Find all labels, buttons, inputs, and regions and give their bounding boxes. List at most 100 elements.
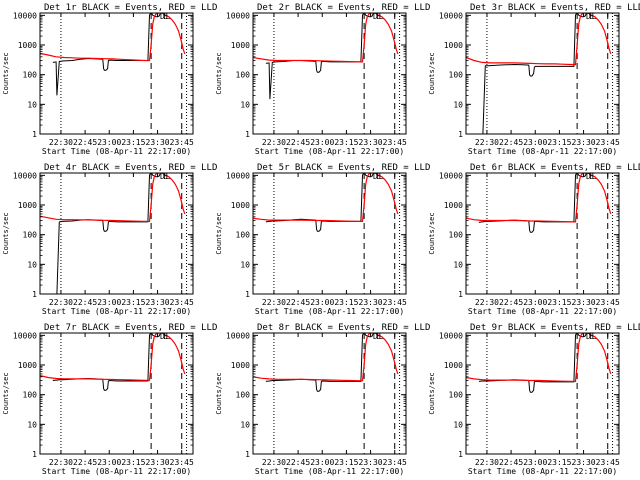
y-tick-label: 1 bbox=[245, 450, 250, 459]
x-tick-label: 23:30 bbox=[572, 298, 596, 307]
annotation-l: L bbox=[592, 332, 597, 341]
series-lld-line bbox=[466, 13, 612, 66]
plot-frame bbox=[465, 332, 620, 455]
series-lld-line bbox=[253, 333, 399, 382]
x-tick-label: 23:15 bbox=[547, 298, 571, 307]
x-tick-label: 22:45 bbox=[286, 138, 310, 147]
y-tick-label: 1000 bbox=[18, 41, 37, 50]
x-tick-label: 23:30 bbox=[146, 298, 170, 307]
annotation-d: D bbox=[586, 332, 591, 341]
x-tick-label: 23:45 bbox=[596, 138, 620, 147]
x-tick-label: 22:45 bbox=[73, 298, 97, 307]
y-tick-label: 1000 bbox=[231, 201, 250, 210]
x-tick-label: 22:30 bbox=[49, 138, 73, 147]
x-tick-label: 23:45 bbox=[170, 458, 194, 467]
x-tick-label: 23:00 bbox=[97, 458, 121, 467]
annotation-d: D bbox=[160, 172, 165, 181]
y-tick-label: 100 bbox=[449, 391, 464, 400]
y-tick-label: 1 bbox=[32, 450, 37, 459]
annotation-l: L bbox=[166, 332, 171, 341]
y-tick-label: 10 bbox=[453, 260, 463, 269]
x-tick-label: 23:45 bbox=[596, 298, 620, 307]
x-tick-label: 23:30 bbox=[359, 138, 383, 147]
series-events-line bbox=[265, 173, 374, 232]
annotation-d: D bbox=[160, 332, 165, 341]
y-tick-label: 10 bbox=[27, 420, 37, 429]
x-tick-label: 22:30 bbox=[49, 298, 73, 307]
x-tick-label: 23:00 bbox=[310, 458, 334, 467]
series-events-line bbox=[478, 333, 587, 393]
series-lld-line bbox=[40, 333, 186, 381]
annotation-d: D bbox=[373, 12, 378, 21]
x-tick-label: 23:45 bbox=[170, 138, 194, 147]
annotation-e: E bbox=[163, 172, 168, 181]
x-tick-label: 22:45 bbox=[73, 458, 97, 467]
y-tick-label: 1000 bbox=[444, 201, 463, 210]
y-tick-label: 1000 bbox=[444, 41, 463, 50]
series-lld-line bbox=[253, 173, 399, 222]
y-tick-label: 10 bbox=[453, 420, 463, 429]
plot-frame bbox=[252, 172, 407, 295]
plot-frame bbox=[465, 172, 620, 295]
x-tick-label: 23:30 bbox=[359, 298, 383, 307]
x-axis-label: Start Time (08-Apr-11 22:17:00) bbox=[468, 467, 617, 476]
y-tick-label: 10 bbox=[27, 260, 37, 269]
series-lld-line bbox=[40, 173, 186, 222]
x-axis-label: Start Time (08-Apr-11 22:17:00) bbox=[255, 147, 404, 156]
y-tick-label: 10000 bbox=[226, 331, 250, 340]
x-axis-label: Start Time (08-Apr-11 22:17:00) bbox=[42, 307, 191, 316]
x-tick-label: 23:15 bbox=[547, 138, 571, 147]
plot-frame bbox=[39, 332, 194, 455]
panel-title: Det 3r BLACK = Events, RED = LLD bbox=[470, 3, 640, 13]
y-axis-label: Counts/sec bbox=[428, 212, 436, 254]
y-tick-label: 1 bbox=[245, 290, 250, 299]
x-tick-label: 23:15 bbox=[334, 298, 358, 307]
x-tick-label: 22:45 bbox=[286, 298, 310, 307]
y-axis-label: Counts/sec bbox=[2, 52, 10, 94]
annotation-d: D bbox=[586, 172, 591, 181]
panel-title: Det 6r BLACK = Events, RED = LLD bbox=[470, 163, 640, 173]
y-tick-label: 100 bbox=[449, 71, 464, 80]
y-tick-label: 1 bbox=[458, 290, 463, 299]
panel-title: Det 5r BLACK = Events, RED = LLD bbox=[257, 163, 430, 173]
y-tick-label: 100 bbox=[23, 71, 38, 80]
x-tick-label: 22:30 bbox=[49, 458, 73, 467]
annotation-l: L bbox=[379, 172, 384, 181]
x-tick-label: 22:45 bbox=[499, 458, 523, 467]
x-tick-label: 23:00 bbox=[523, 138, 547, 147]
x-tick-label: 23:30 bbox=[572, 138, 596, 147]
y-tick-label: 100 bbox=[236, 231, 251, 240]
y-axis-label: Counts/sec bbox=[215, 372, 223, 414]
panel-title: Det 7r BLACK = Events, RED = LLD bbox=[44, 323, 217, 333]
x-tick-label: 23:00 bbox=[310, 298, 334, 307]
series-events-line bbox=[478, 13, 587, 134]
panel-title: Det 8r BLACK = Events, RED = LLD bbox=[257, 323, 430, 333]
panel-title: Det 2r BLACK = Events, RED = LLD bbox=[257, 3, 430, 13]
annotation-l: L bbox=[379, 12, 384, 21]
x-tick-label: 23:30 bbox=[146, 138, 170, 147]
x-tick-label: 22:30 bbox=[475, 458, 499, 467]
x-tick-label: 23:00 bbox=[97, 138, 121, 147]
x-tick-label: 23:30 bbox=[572, 458, 596, 467]
y-tick-label: 10000 bbox=[439, 11, 463, 20]
annotation-d: D bbox=[373, 172, 378, 181]
plot-frame bbox=[252, 12, 407, 135]
annotation-l: L bbox=[379, 332, 384, 341]
plot-frame bbox=[39, 172, 194, 295]
y-tick-label: 1 bbox=[32, 290, 37, 299]
x-tick-label: 23:45 bbox=[383, 138, 407, 147]
x-tick-label: 22:45 bbox=[286, 458, 310, 467]
annotation-e: E bbox=[589, 172, 594, 181]
y-tick-label: 1000 bbox=[18, 361, 37, 370]
y-tick-label: 100 bbox=[236, 391, 251, 400]
y-tick-label: 1000 bbox=[444, 361, 463, 370]
series-lld-line bbox=[253, 13, 399, 63]
